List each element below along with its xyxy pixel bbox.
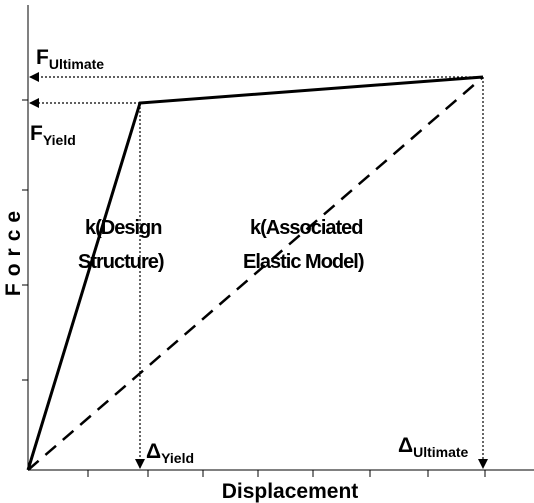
- y-axis-label: Force: [2, 204, 25, 296]
- delta-yield: ΔYield: [146, 440, 194, 466]
- x-axis-label: Displacement: [222, 480, 359, 503]
- k-design-1: k(Design: [85, 217, 161, 239]
- f-yield: FYield: [30, 122, 76, 148]
- k-elastic-1: k(Associated: [250, 217, 363, 239]
- guides: [29, 72, 488, 469]
- delta-ultimate: ΔUltimate: [398, 434, 469, 460]
- k-elastic-2: Elastic Model): [243, 251, 364, 273]
- f-ultimate: FUltimate: [36, 46, 104, 72]
- axes: [22, 5, 534, 477]
- elastic-line: [27, 76, 484, 471]
- k-design-2: Structure): [78, 251, 164, 273]
